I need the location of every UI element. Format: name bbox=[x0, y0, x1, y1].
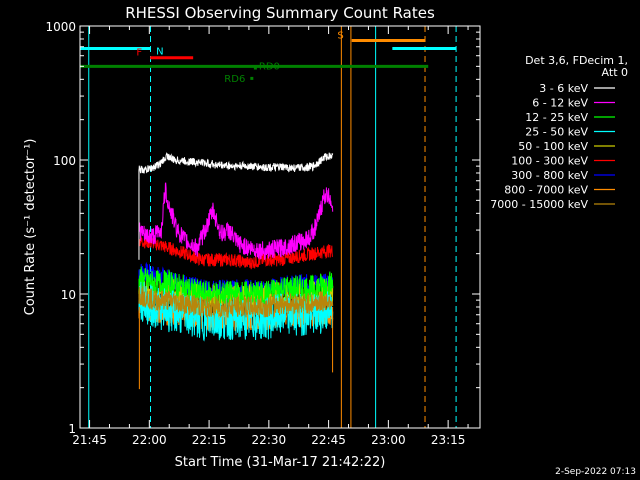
series-line-1 bbox=[138, 152, 334, 174]
legend-label-3: 25 - 50 keV bbox=[525, 126, 588, 139]
point-flag-label-rd0: RD0 bbox=[259, 62, 280, 73]
x-tick-label-6: 23:15 bbox=[431, 433, 466, 447]
legend-label-7: 800 - 7000 keV bbox=[504, 184, 588, 197]
y-tick-label-0: 1 bbox=[68, 422, 76, 436]
plot-frame bbox=[79, 25, 481, 429]
legend-header-0: Det 3,6, FDecim 1, bbox=[525, 54, 628, 67]
footer-timestamp: 2-Sep-2022 07:13 bbox=[555, 467, 636, 477]
x-tick-label-1: 22:00 bbox=[132, 433, 167, 447]
legend-label-5: 100 - 300 keV bbox=[511, 155, 588, 168]
y-tick-label-1: 10 bbox=[61, 288, 76, 302]
legend-label-1: 6 - 12 keV bbox=[532, 97, 588, 110]
y-axis-label: Count Rate (s⁻¹ detector⁻¹) bbox=[23, 139, 38, 316]
series-line-2 bbox=[138, 182, 334, 260]
x-tick-label-3: 22:30 bbox=[252, 433, 287, 447]
series-line-9 bbox=[138, 285, 334, 319]
flag-label-n: N bbox=[156, 46, 163, 57]
y-tick-label-3: 1000 bbox=[45, 20, 76, 34]
x-axis-ticks: 21:45 22:00 22:15 22:30 22:45 23:00 23:15 bbox=[72, 26, 469, 447]
x-tick-label-0: 21:45 bbox=[72, 433, 107, 447]
legend: Det 3,6, FDecim 1,Att 0 3 - 6 keV 6 - 12 k… bbox=[490, 54, 628, 211]
x-tick-label-5: 23:00 bbox=[371, 433, 406, 447]
series-line-6 bbox=[138, 235, 333, 270]
series-line-3 bbox=[138, 266, 334, 308]
legend-header-1: Att 0 bbox=[602, 66, 628, 79]
point-flag-label-rd6: RD6 bbox=[224, 74, 245, 85]
flag-label-f: F bbox=[136, 48, 142, 59]
y-tick-label-2: 100 bbox=[53, 154, 76, 168]
x-axis-label: Start Time (31-Mar-17 21:42:22) bbox=[175, 455, 386, 470]
chart-title: RHESSI Observing Summary Count Rates bbox=[125, 4, 435, 22]
legend-label-4: 50 - 100 keV bbox=[518, 140, 588, 153]
point-flag-marker-1 bbox=[253, 66, 257, 70]
y-axis-ticks: 1 10 100 1000 bbox=[45, 20, 480, 436]
x-tick-label-4: 22:45 bbox=[311, 433, 346, 447]
flag-label-s: S bbox=[337, 30, 343, 41]
plot-area bbox=[80, 26, 457, 428]
legend-label-0: 3 - 6 keV bbox=[539, 82, 588, 95]
legend-label-8: 7000 - 15000 keV bbox=[490, 198, 588, 211]
point-flag-marker-0 bbox=[250, 76, 254, 80]
legend-label-6: 300 - 800 keV bbox=[511, 169, 588, 182]
x-tick-label-2: 22:15 bbox=[192, 433, 227, 447]
legend-label-2: 12 - 25 keV bbox=[525, 111, 588, 124]
